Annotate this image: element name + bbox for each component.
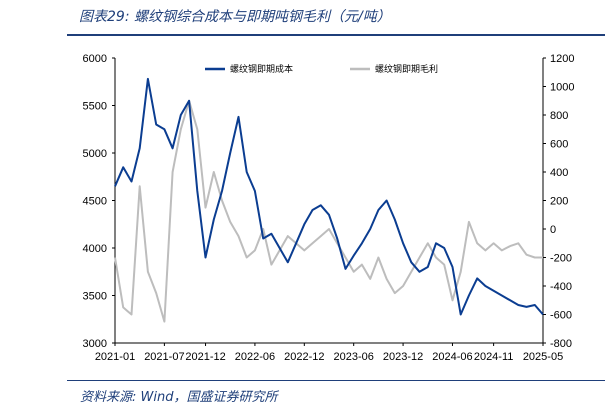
left-axis-tick-label: 4500 bbox=[83, 196, 107, 208]
series-line-margin bbox=[114, 99, 543, 323]
right-axis-tick-label: -200 bbox=[550, 253, 572, 265]
x-axis-tick-label: 2024-11 bbox=[474, 351, 514, 363]
bottom-divider bbox=[67, 380, 605, 381]
legend-item-cost-label: 螺纹钢即期成本 bbox=[230, 63, 293, 75]
right-axis-tick-label: 600 bbox=[550, 139, 568, 151]
left-axis-tick-label: 5000 bbox=[83, 148, 107, 160]
right-axis-tick-label: -800 bbox=[550, 338, 572, 350]
right-axis-tick-label: 1000 bbox=[550, 82, 574, 94]
x-axis-tick-label: 2021-07 bbox=[144, 351, 184, 363]
x-axis-tick-label: 2022-12 bbox=[284, 351, 324, 363]
x-axis-tick-label: 2021-12 bbox=[185, 351, 225, 363]
right-axis-tick-label: 1200 bbox=[550, 53, 574, 65]
chart-series-layer bbox=[114, 77, 544, 323]
left-axis-tick-label: 3500 bbox=[83, 291, 107, 303]
x-axis-tick-label: 2025-05 bbox=[523, 351, 563, 363]
x-axis-tick-label: 2022-06 bbox=[235, 351, 275, 363]
legend-item-margin-label: 螺纹钢即期毛利 bbox=[375, 63, 438, 75]
left-axis-tick-label: 5500 bbox=[83, 101, 107, 113]
source-note: 资料来源: Wind，国盛证券研究所 bbox=[80, 390, 278, 405]
chart-legend: 螺纹钢即期成本 螺纹钢即期毛利 bbox=[205, 63, 438, 75]
right-axis-tick-label: -400 bbox=[550, 281, 572, 293]
right-axis-tick-label: 200 bbox=[550, 196, 568, 208]
left-axis-tick-label: 4000 bbox=[83, 243, 107, 255]
right-axis-tick-label: 800 bbox=[550, 110, 568, 122]
right-axis-tick-label: 0 bbox=[550, 224, 556, 236]
right-axis-tick-label: -600 bbox=[550, 310, 572, 322]
x-axis-tick-label: 2023-06 bbox=[334, 351, 374, 363]
series-line-cost bbox=[114, 77, 544, 316]
chart-axes: 3000350040004500500055006000-800-600-400… bbox=[83, 53, 575, 363]
right-axis-tick-label: 400 bbox=[550, 167, 568, 179]
left-axis-tick-label: 6000 bbox=[83, 53, 107, 65]
x-axis-tick-label: 2023-12 bbox=[383, 351, 423, 363]
top-divider bbox=[67, 34, 605, 36]
left-axis-tick-label: 3000 bbox=[83, 338, 107, 350]
chart-figure-title: 图表29: 螺纹钢综合成本与即期吨钢毛利（元/吨） bbox=[79, 9, 391, 25]
x-axis-tick-label: 2021-01 bbox=[95, 351, 135, 363]
x-axis-tick-label: 2024-06 bbox=[432, 351, 472, 363]
